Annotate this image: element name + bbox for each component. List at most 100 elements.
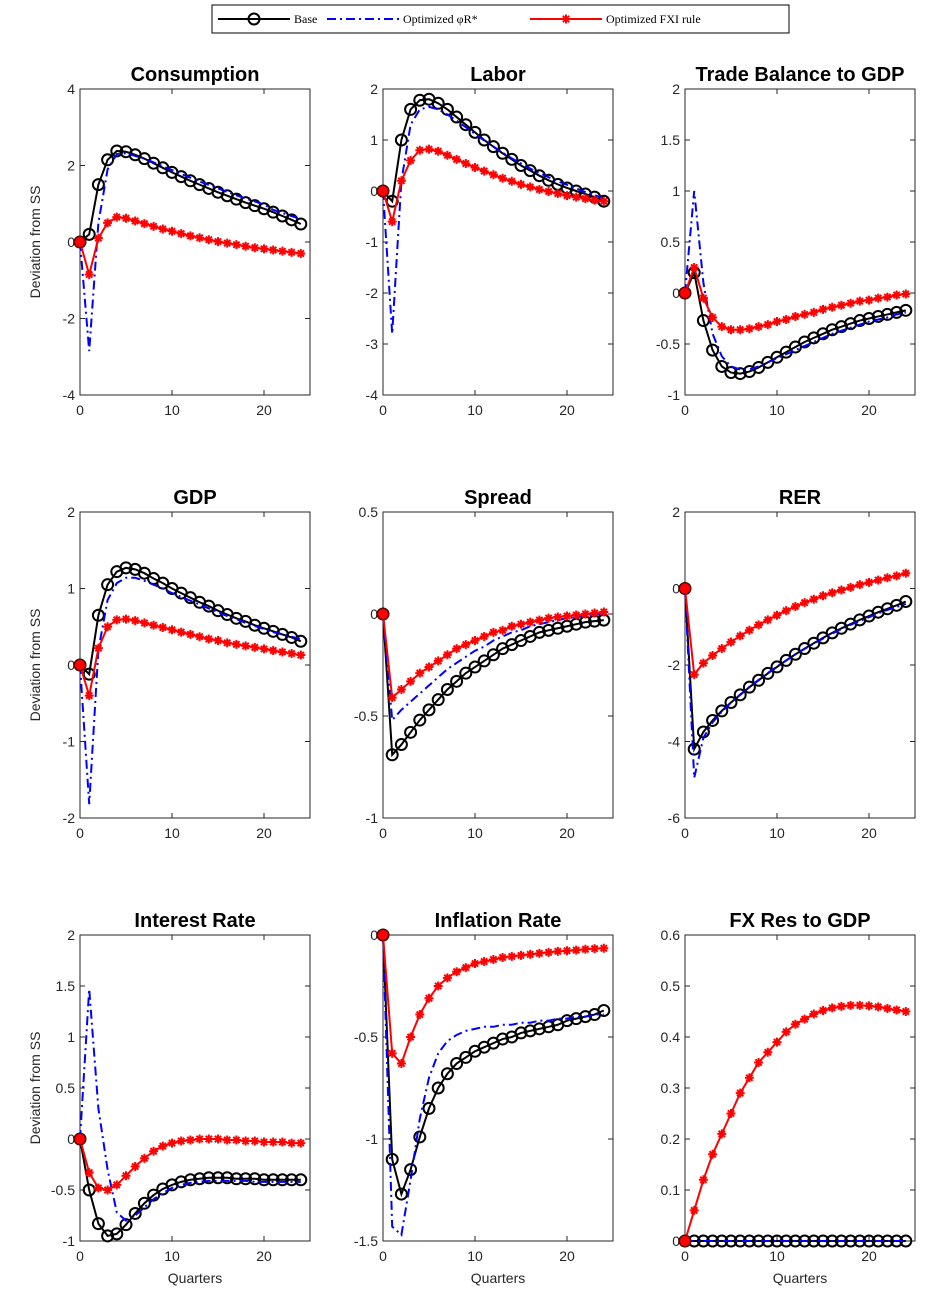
marker	[468, 125, 482, 139]
x-tick-label: 20	[861, 825, 877, 841]
marker	[800, 309, 810, 319]
y-tick-label: -1.5	[354, 1233, 378, 1249]
chart-title: Interest Rate	[134, 910, 255, 932]
marker	[827, 302, 837, 312]
marker	[562, 946, 572, 956]
y-tick-label: -1	[63, 734, 76, 750]
marker	[871, 309, 885, 323]
start-point	[679, 1235, 691, 1247]
marker	[93, 643, 103, 653]
marker	[195, 1134, 205, 1144]
marker	[259, 244, 269, 254]
y-tick-label: -0.5	[656, 336, 680, 352]
marker	[287, 1138, 297, 1148]
series-line	[79, 988, 301, 1222]
marker	[706, 713, 720, 727]
marker	[534, 615, 544, 625]
marker	[735, 631, 745, 641]
marker	[268, 245, 278, 255]
marker	[708, 650, 718, 660]
chart-title: FX Res to GDP	[729, 910, 870, 932]
x-axis-label: Quarters	[168, 1270, 222, 1286]
marker	[525, 617, 535, 627]
marker	[479, 631, 489, 641]
y-tick-label: -0.5	[354, 1029, 378, 1045]
marker	[761, 666, 775, 680]
marker	[103, 622, 113, 632]
marker	[901, 289, 911, 299]
x-tick-label: 0	[379, 402, 387, 418]
marker	[241, 641, 251, 651]
marker	[222, 238, 232, 248]
marker	[433, 656, 443, 666]
marker	[744, 625, 754, 635]
marker	[599, 196, 609, 206]
marker	[185, 629, 195, 639]
marker	[268, 1137, 278, 1147]
marker	[167, 226, 177, 236]
marker	[93, 233, 103, 243]
marker	[717, 1129, 727, 1139]
marker	[790, 601, 800, 611]
marker	[724, 366, 738, 380]
marker	[496, 1032, 510, 1046]
x-tick-label: 10	[467, 1248, 483, 1264]
marker	[899, 303, 913, 317]
start-point	[74, 659, 86, 671]
marker	[534, 184, 544, 194]
marker	[147, 1188, 161, 1202]
marker	[507, 951, 517, 961]
marker	[204, 1134, 214, 1144]
y-tick-label: 4	[67, 81, 75, 97]
marker	[689, 1205, 699, 1215]
y-axis-label: Deviation from SS	[27, 609, 43, 722]
marker	[193, 1172, 207, 1186]
marker	[440, 682, 454, 696]
y-tick-label: 0	[672, 581, 680, 597]
marker	[590, 944, 600, 954]
marker	[855, 1000, 865, 1010]
y-tick-label: -1	[366, 810, 379, 826]
marker	[394, 738, 408, 752]
x-tick-label: 20	[861, 1248, 877, 1264]
marker	[266, 1173, 280, 1187]
marker	[84, 270, 94, 280]
marker	[121, 1171, 131, 1181]
marker	[816, 1234, 830, 1248]
x-tick-label: 10	[164, 825, 180, 841]
series-line	[79, 576, 302, 805]
marker	[486, 140, 500, 154]
marker	[257, 1173, 271, 1187]
marker	[231, 240, 241, 250]
marker	[241, 1136, 251, 1146]
marker	[498, 952, 508, 962]
y-tick-label: 0	[672, 1233, 680, 1249]
marker	[807, 636, 821, 650]
marker	[477, 654, 491, 668]
marker	[724, 695, 738, 709]
marker	[553, 189, 563, 199]
y-tick-label: 0.5	[661, 978, 681, 994]
marker	[580, 944, 590, 954]
y-tick-label: 0.6	[661, 927, 681, 943]
marker	[864, 1001, 874, 1011]
marker	[862, 312, 876, 325]
y-tick-label: -2	[63, 311, 76, 327]
marker	[277, 647, 287, 657]
marker	[790, 1019, 800, 1029]
marker	[130, 1162, 140, 1172]
marker	[763, 320, 773, 330]
marker	[544, 947, 554, 957]
x-tick-label: 20	[559, 825, 575, 841]
marker	[202, 1171, 216, 1185]
marker	[532, 1022, 546, 1036]
marker	[442, 650, 452, 660]
marker	[836, 585, 846, 595]
marker	[277, 1137, 287, 1147]
marker	[687, 742, 701, 756]
plot-area	[382, 88, 614, 396]
legend-label: Base	[294, 12, 317, 26]
marker	[892, 1005, 902, 1015]
marker	[287, 649, 297, 659]
marker	[752, 673, 766, 687]
